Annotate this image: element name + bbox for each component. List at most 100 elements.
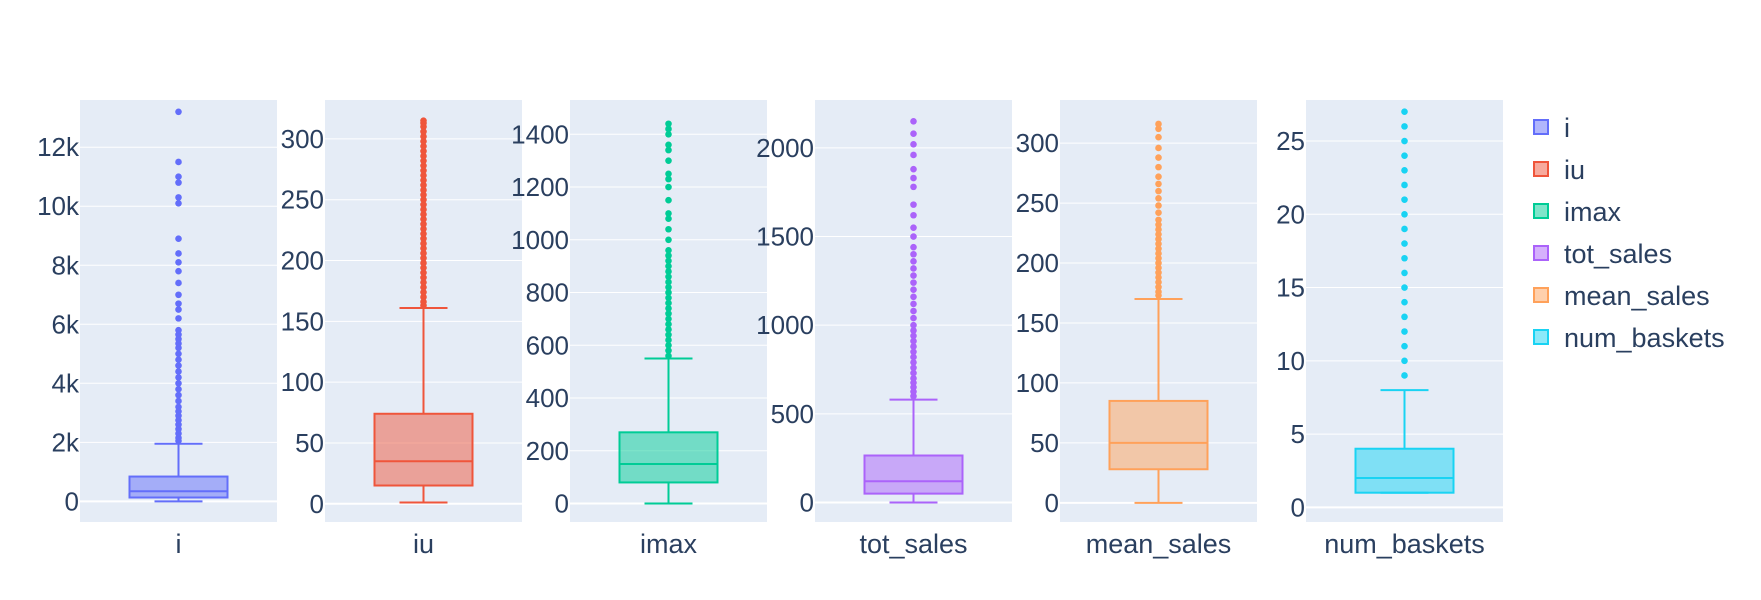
outlier-point xyxy=(665,347,672,354)
outlier-point xyxy=(420,269,427,276)
outlier-point xyxy=(910,265,917,272)
outlier-point xyxy=(1155,283,1162,291)
outlier-point xyxy=(420,245,427,252)
outlier-point xyxy=(1155,235,1162,243)
outlier-point xyxy=(420,176,427,184)
outlier-point xyxy=(910,165,917,173)
outlier-point xyxy=(910,224,917,231)
box-trace-tot-sales xyxy=(863,117,964,504)
outlier-point xyxy=(1401,181,1408,189)
outlier-point xyxy=(910,327,917,334)
outlier-point xyxy=(175,368,182,375)
panel-iu: 0 50 100 150 200 250 300 iu xyxy=(281,100,522,559)
legend-item-tot-sales[interactable]: tot_sales xyxy=(1533,239,1672,269)
outlier-point xyxy=(1155,226,1162,233)
y-tick-label: 600 xyxy=(526,330,569,360)
outlier-point xyxy=(665,299,672,307)
y-tick-label: 100 xyxy=(281,367,324,397)
y-tick-label: 200 xyxy=(526,436,569,466)
outlier-point xyxy=(1155,274,1162,281)
outlier-point xyxy=(1401,372,1408,379)
outlier-point xyxy=(910,183,917,191)
legend-item-mean-sales[interactable]: mean_sales xyxy=(1533,281,1710,311)
outlier-point xyxy=(1155,254,1162,262)
outlier-point xyxy=(175,403,182,411)
outlier-point xyxy=(1155,221,1162,228)
outlier-point xyxy=(175,326,182,334)
y-tick-label: 10 xyxy=(1276,346,1305,376)
outlier-point xyxy=(665,283,672,291)
outlier-point xyxy=(910,353,917,361)
box-trace-imax xyxy=(618,120,719,505)
outlier-point xyxy=(1401,196,1408,203)
y-tick-label: 5 xyxy=(1291,419,1305,449)
outlier-point xyxy=(665,341,672,349)
legend: i iu imax tot_sales mean_sales num_baskets xyxy=(1533,113,1725,353)
y-tick-label: 250 xyxy=(1016,188,1059,218)
box-trace-mean-sales xyxy=(1108,120,1209,504)
box-trace-num-baskets xyxy=(1354,108,1455,494)
outlier-point xyxy=(175,279,182,287)
y-tick-label: 6k xyxy=(52,309,80,339)
outlier-point xyxy=(420,152,427,160)
legend-item-i[interactable]: i xyxy=(1533,113,1570,143)
outlier-point xyxy=(1155,264,1162,272)
y-tick-label: 12k xyxy=(37,132,80,162)
outlier-point xyxy=(420,249,427,257)
y-tick-label: 400 xyxy=(526,383,569,413)
outlier-point xyxy=(665,252,672,259)
outlier-point xyxy=(665,262,672,270)
outlier-point xyxy=(175,250,182,257)
outlier-point xyxy=(910,272,917,279)
x-category-label: num_baskets xyxy=(1324,529,1485,559)
iqr-box xyxy=(1108,399,1209,471)
outlier-point xyxy=(910,141,917,148)
outlier-point xyxy=(910,130,917,137)
outlier-point xyxy=(175,291,182,299)
outlier-point xyxy=(910,258,917,265)
outlier-point xyxy=(420,225,427,233)
outlier-point xyxy=(420,220,427,228)
y-tick-label: 0 xyxy=(1045,488,1059,518)
legend-swatch xyxy=(1533,329,1549,345)
legend-item-imax[interactable]: imax xyxy=(1533,197,1622,227)
panel-num-baskets: 0 5 10 15 20 25 num_baskets xyxy=(1276,100,1503,559)
outlier-point xyxy=(420,206,427,213)
legend-item-num-baskets[interactable]: num_baskets xyxy=(1533,323,1725,353)
iqr-box xyxy=(373,412,474,487)
y-tick-label: 2000 xyxy=(756,133,814,163)
outlier-point xyxy=(910,151,917,159)
legend-swatch xyxy=(1533,287,1549,303)
outlier-point xyxy=(665,257,672,265)
outlier-point xyxy=(665,273,672,281)
outlier-point xyxy=(420,186,427,194)
outlier-point xyxy=(420,138,427,145)
y-tick-label: 100 xyxy=(1016,368,1059,398)
legend-item-iu[interactable]: iu xyxy=(1533,155,1585,185)
outlier-point xyxy=(175,315,182,322)
outlier-point xyxy=(175,374,182,381)
outlier-point xyxy=(910,243,917,251)
outlier-point xyxy=(175,385,182,393)
outlier-point xyxy=(420,288,427,296)
outlier-point xyxy=(420,147,427,155)
outlier-point xyxy=(1155,180,1162,188)
outlier-point xyxy=(910,250,917,258)
y-tick-label: 50 xyxy=(295,428,324,458)
outlier-point xyxy=(1155,216,1162,224)
outlier-point xyxy=(665,294,672,302)
y-tick-label: 300 xyxy=(1016,128,1059,158)
outlier-point xyxy=(420,117,427,124)
outlier-point xyxy=(1401,152,1408,159)
outlier-point xyxy=(665,326,672,333)
outlier-point xyxy=(420,254,427,262)
outlier-point xyxy=(665,315,672,323)
outlier-point xyxy=(910,201,917,208)
outlier-point xyxy=(420,230,427,238)
outlier-point xyxy=(420,215,427,223)
outlier-point xyxy=(420,128,427,135)
outlier-point xyxy=(175,259,182,266)
y-tick-label: 500 xyxy=(771,399,814,429)
outlier-point xyxy=(175,397,182,405)
outlier-point xyxy=(1401,313,1408,321)
